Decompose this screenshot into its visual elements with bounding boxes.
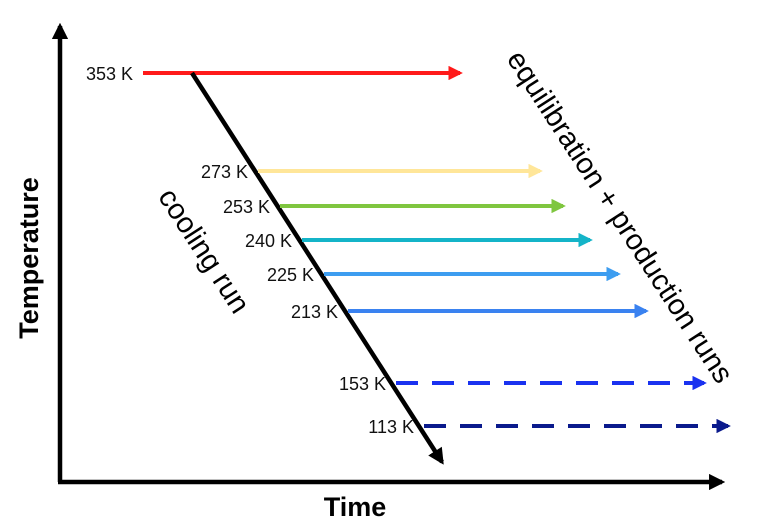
- temperature-label: 153 K: [339, 374, 386, 394]
- temperature-label: 273 K: [201, 162, 248, 182]
- cooling-run-arrow: [190, 71, 444, 465]
- x-axis-title: Time: [324, 492, 387, 520]
- y-axis-title: Temperature: [14, 177, 44, 339]
- temperature-label: 253 K: [223, 197, 270, 217]
- start-temperature-label: 353 K: [86, 64, 133, 84]
- temperature-levels: 273 K 253 K 240 K 225 K 213 K 153 K 113 K: [201, 162, 731, 437]
- temperature-label: 113 K: [368, 417, 414, 437]
- temperature-label: 240 K: [245, 231, 292, 251]
- temperature-label: 225 K: [267, 265, 314, 285]
- equilibration-production-label: equilibration + production runs: [500, 45, 739, 389]
- temperature-label: 213 K: [291, 302, 338, 322]
